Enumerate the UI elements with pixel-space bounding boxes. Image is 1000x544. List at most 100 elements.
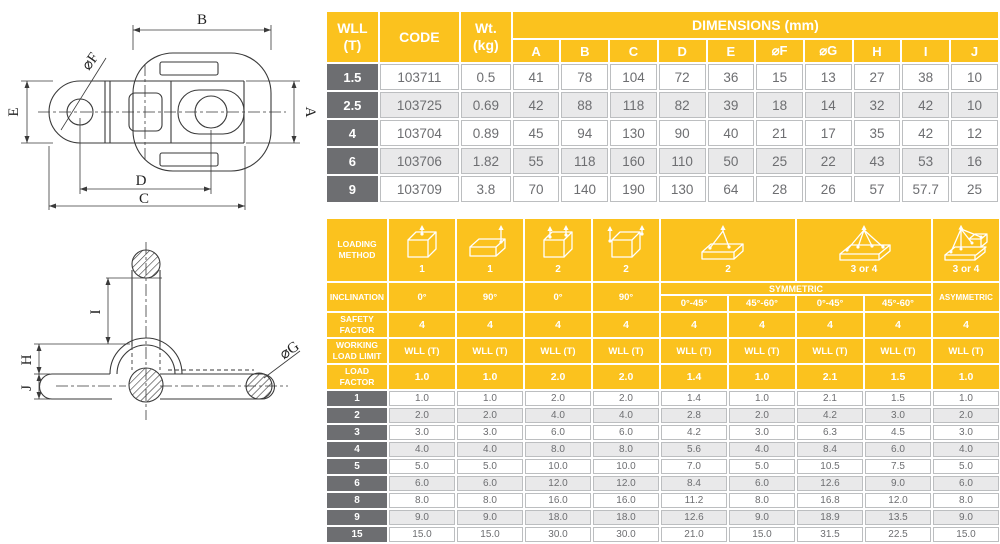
- dimension-arrows: [36, 278, 111, 399]
- spec-row-wll-label: 6: [327, 148, 378, 174]
- wll-unit-value: WLL (T): [457, 339, 523, 363]
- dim-column-header: C: [610, 40, 657, 62]
- loading-method-lshape-4-slings-apex: 3 or 4: [933, 219, 999, 281]
- centerlines: [38, 64, 286, 160]
- capacity-cell: 6.0: [933, 476, 999, 491]
- spec-cell: 78: [561, 64, 609, 90]
- capacity-cell: 4.5: [865, 425, 931, 440]
- spec-cell: 103711: [379, 64, 459, 90]
- capacity-cell: 9.0: [933, 510, 999, 525]
- capacity-cell: 12.0: [593, 476, 659, 491]
- safety-factor-value: 4: [933, 313, 999, 337]
- loading-capacity-table: LOADING METHOD 1 1 2 2 2 3 or 4 3 or 4 INCLINA…: [325, 217, 1000, 544]
- spec-cell: 130: [658, 176, 706, 202]
- capacity-cell: 9.0: [389, 510, 455, 525]
- safety-factor-value: 4: [865, 313, 931, 337]
- loading-method-box-2-slings-vertical: 2: [525, 219, 591, 281]
- capacity-cell: 6.0: [457, 476, 523, 491]
- capacity-cell: 18.0: [593, 510, 659, 525]
- capacity-row: 4 4.0 4.0 8.0 8.0 5.6 4.0 8.4 6.0 4.0: [327, 442, 999, 457]
- method-count-label: 2: [623, 264, 629, 275]
- pallet-4-slings-apex-icon: [839, 225, 891, 261]
- load-factor-value: 1.5: [865, 365, 931, 389]
- box-1-sling-corner-icon: [469, 225, 506, 257]
- dim-label-b: B: [197, 12, 207, 28]
- capacity-cell: 8.0: [457, 493, 523, 508]
- spec-cell: 14: [804, 92, 852, 118]
- load-factor-row: LOAD FACTOR 1.0 1.0 2.0 2.0 1.4 1.0 2.1 1.5 1.0: [327, 365, 999, 389]
- wll-unit-value: WLL (T): [933, 339, 999, 363]
- working-load-limit-row: WORKING LOAD LIMIT WLL (T) WLL (T) WLL (T)…: [327, 339, 999, 363]
- spec-cell: 39: [707, 92, 755, 118]
- capacity-row: 3 3.0 3.0 6.0 6.0 4.2 3.0 6.3 4.5 3.0: [327, 425, 999, 440]
- dim-column-header: E: [707, 40, 755, 62]
- wll-unit-value: WLL (T): [729, 339, 795, 363]
- capacity-cell: 16.0: [525, 493, 591, 508]
- dim-column-header: D: [658, 40, 706, 62]
- spec-cell: 1.82: [460, 148, 511, 174]
- dim-label-i: I: [88, 310, 104, 315]
- hidden-lines: [131, 346, 254, 371]
- capacity-cell: 6.0: [729, 476, 795, 491]
- method-count-label: 1: [487, 264, 493, 275]
- col-header-wll: WLL (T): [327, 12, 378, 62]
- capacity-cell: 12.6: [661, 510, 727, 525]
- capacity-cell: 12.0: [525, 476, 591, 491]
- capacity-cell: 4.2: [661, 425, 727, 440]
- safety-factor-value: 4: [729, 313, 795, 337]
- capacity-cell: 6.3: [797, 425, 863, 440]
- spec-cell: 57: [853, 176, 901, 202]
- dim-label-h: H: [19, 354, 35, 365]
- loading-method-box-1-sling-corner: 1: [457, 219, 523, 281]
- spec-row-wll-label: 2.5: [327, 92, 378, 118]
- top-view-drawing: B A E ⌀F D C: [8, 12, 318, 210]
- row-header-loading-method: LOADING METHOD: [327, 219, 387, 281]
- capacity-cell: 9.0: [729, 510, 795, 525]
- spec-cell: 70: [512, 176, 560, 202]
- spec-cell: 130: [610, 120, 657, 146]
- spec-cell: 103706: [379, 148, 459, 174]
- safety-factor-value: 4: [593, 313, 659, 337]
- spec-cell: 41: [512, 64, 560, 90]
- capacity-cell: 4.0: [729, 442, 795, 457]
- capacity-cell: 3.0: [457, 425, 523, 440]
- inclination-row: INCLINATION 0° 90° 0° 90° SYMMETRIC ASYMMETRI…: [327, 283, 999, 311]
- capacity-cell: 4.2: [797, 408, 863, 423]
- capacity-cell: 11.2: [661, 493, 727, 508]
- spec-cell: 10: [951, 64, 998, 90]
- spec-cell: 22: [804, 148, 852, 174]
- wll-unit-value: WLL (T): [593, 339, 659, 363]
- spec-cell: 82: [658, 92, 706, 118]
- dim-column-header: B: [561, 40, 609, 62]
- capacity-cell: 3.0: [933, 425, 999, 440]
- capacity-cell: 15.0: [729, 527, 795, 542]
- capacity-cell: 6.0: [593, 425, 659, 440]
- capacity-cell: 15.0: [389, 527, 455, 542]
- spec-cell: 28: [756, 176, 803, 202]
- spec-cell: 104: [610, 64, 657, 90]
- safety-factor-value: 4: [389, 313, 455, 337]
- capacity-row-label: 9: [327, 510, 387, 525]
- load-factor-value: 1.0: [933, 365, 999, 389]
- capacity-cell: 2.0: [729, 408, 795, 423]
- box-1-sling-top-icon: [407, 225, 437, 258]
- spec-cell: 26: [804, 176, 852, 202]
- method-count-label: 3 or 4: [952, 264, 980, 275]
- capacity-cell: 13.5: [865, 510, 931, 525]
- spec-cell: 25: [951, 176, 998, 202]
- spec-cell: 40: [707, 120, 755, 146]
- spec-cell: 190: [610, 176, 657, 202]
- spec-row-wll-label: 1.5: [327, 64, 378, 90]
- dim-column-header: ⌀G: [804, 40, 852, 62]
- capacity-row-label: 5: [327, 459, 387, 474]
- capacity-cell: 12.6: [797, 476, 863, 491]
- inclination-value: 0°: [389, 283, 455, 311]
- pallet-2-slings-apex-icon: [701, 225, 744, 260]
- wll-unit-value: WLL (T): [525, 339, 591, 363]
- inclination-range: 0°-45°: [661, 296, 727, 311]
- capacity-cell: 6.0: [389, 476, 455, 491]
- capacity-cell: 15.0: [933, 527, 999, 542]
- capacity-cell: 2.8: [661, 408, 727, 423]
